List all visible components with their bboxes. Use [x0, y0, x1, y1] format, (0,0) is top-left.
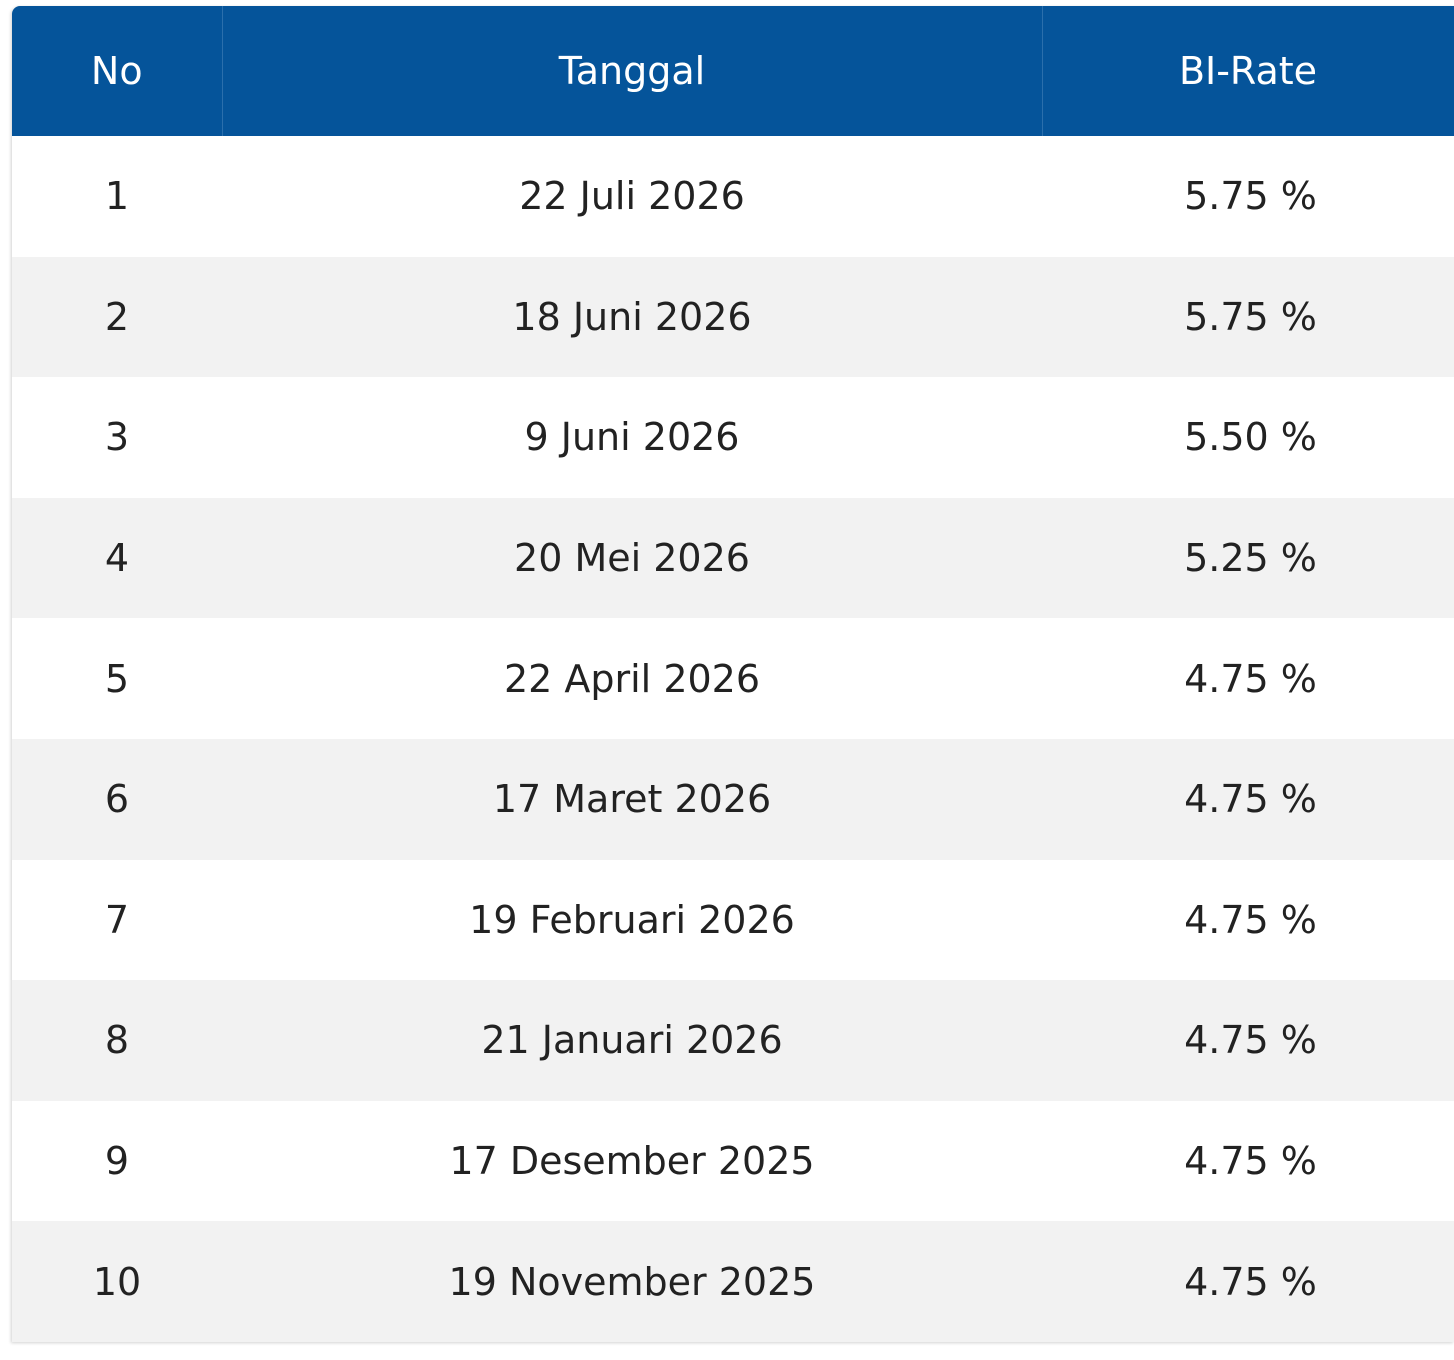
cell-no: 9 [104, 1139, 130, 1184]
cell-bi-rate: 4.75 % [1184, 656, 1317, 701]
cell-no: 1 [104, 174, 130, 219]
cell-no: 4 [104, 536, 130, 581]
cell-tanggal: 22 April 2026 [503, 656, 761, 701]
cell-no: 3 [104, 415, 130, 460]
bi-rate-table-container: No Tanggal BI-Rate 1 22 Juli 2026 5.75 %… [12, 6, 1454, 1342]
cell-bi-rate: 5.25 % [1184, 536, 1317, 581]
cell-tanggal: 20 Mei 2026 [514, 536, 750, 581]
table-row: 5 22 April 2026 4.75 % [12, 618, 1454, 739]
cell-bi-rate: 5.75 % [1184, 294, 1317, 339]
table-row: 1 22 Juli 2026 5.75 % [12, 136, 1454, 257]
cell-no: 8 [104, 1018, 130, 1063]
cell-no: 10 [92, 1259, 142, 1304]
cell-no: 6 [104, 777, 130, 822]
table-row: 9 17 Desember 2025 4.75 % [12, 1100, 1454, 1222]
table-header: No Tanggal BI-Rate [12, 6, 1454, 136]
table-row: 6 17 Maret 2026 4.75 % [12, 738, 1454, 860]
cell-tanggal: 17 Desember 2025 [449, 1139, 815, 1184]
table-row: 2 18 Juni 2026 5.75 % [12, 256, 1454, 378]
cell-tanggal: 19 November 2025 [448, 1259, 816, 1304]
cell-bi-rate: 4.75 % [1184, 1139, 1317, 1184]
cell-bi-rate: 4.75 % [1184, 1018, 1317, 1063]
table-row: 3 9 Juni 2026 5.50 % [12, 377, 1454, 498]
table-row: 4 20 Mei 2026 5.25 % [12, 497, 1454, 619]
column-header-bi-rate: BI-Rate [1042, 6, 1454, 136]
cell-no: 5 [104, 656, 130, 701]
cell-bi-rate: 5.75 % [1184, 174, 1317, 219]
cell-tanggal: 18 Juni 2026 [512, 294, 752, 339]
cell-tanggal: 22 Juli 2026 [519, 174, 745, 219]
column-header-no: No [12, 6, 223, 136]
cell-tanggal: 19 Februari 2026 [469, 897, 795, 942]
cell-tanggal: 9 Juni 2026 [524, 415, 740, 460]
table-header-row: No Tanggal BI-Rate [12, 6, 1454, 136]
bi-rate-table: No Tanggal BI-Rate 1 22 Juli 2026 5.75 %… [12, 6, 1454, 1342]
table-row: 7 19 Februari 2026 4.75 % [12, 859, 1454, 981]
table-body: 1 22 Juli 2026 5.75 % 2 18 Juni 2026 5.7… [12, 136, 1454, 1342]
table-row: 10 19 November 2025 4.75 % [12, 1221, 1454, 1342]
cell-bi-rate: 4.75 % [1184, 897, 1317, 942]
column-header-tanggal: Tanggal [222, 6, 1043, 136]
cell-bi-rate: 4.75 % [1184, 777, 1317, 822]
cell-bi-rate: 4.75 % [1184, 1259, 1317, 1304]
cell-no: 2 [104, 294, 130, 339]
cell-bi-rate: 5.50 % [1184, 415, 1317, 460]
cell-tanggal: 17 Maret 2026 [492, 777, 772, 822]
table-row: 8 21 Januari 2026 4.75 % [12, 980, 1454, 1101]
cell-tanggal: 21 Januari 2026 [481, 1018, 783, 1063]
cell-no: 7 [104, 897, 130, 942]
